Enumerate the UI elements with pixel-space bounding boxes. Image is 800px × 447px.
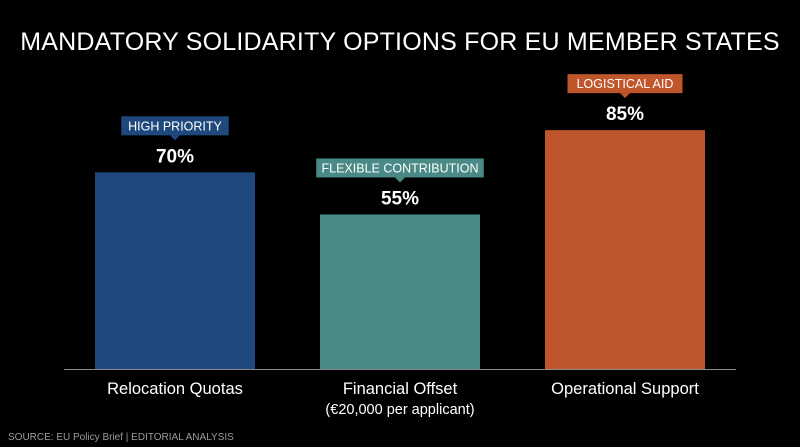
category-label-2: Financial Offset: [343, 380, 458, 398]
chart-title: MANDATORY SOLIDARITY OPTIONS FOR EU MEMB…: [20, 28, 779, 56]
bars-layer: 70% HIGH PRIORITY 55% FLEXIBLE CONTRIBUTION…: [95, 74, 705, 369]
badge-3: [567, 74, 683, 94]
category-label-3: Operational Support: [551, 380, 699, 398]
value-label-2: 55%: [381, 188, 419, 209]
category-label-1: Relocation Quotas: [107, 380, 243, 398]
bar-3: [545, 130, 705, 369]
badge-pointer-1: [170, 135, 180, 141]
badge-label-1: HIGH PRIORITY: [128, 119, 222, 133]
category-sublabel-2: (€20,000 per applicant): [325, 402, 474, 418]
source-note: SOURCE: EU Policy Brief | EDITORIAL ANAL…: [8, 432, 234, 443]
value-label-3: 85%: [606, 104, 644, 125]
bar-1: [95, 172, 255, 369]
badge-2: [316, 158, 484, 178]
bar-2: [320, 214, 480, 369]
badge-pointer-3: [620, 93, 630, 99]
badge-pointer-2: [395, 177, 405, 183]
category-labels-layer: Relocation Quotas Financial Offset (€20,00…: [107, 380, 699, 418]
value-label-1: 70%: [156, 146, 194, 167]
badge-1: [121, 116, 229, 136]
badge-label-2: FLEXIBLE CONTRIBUTION: [322, 161, 479, 175]
badge-label-3: LOGISTICAL AID: [577, 77, 674, 91]
